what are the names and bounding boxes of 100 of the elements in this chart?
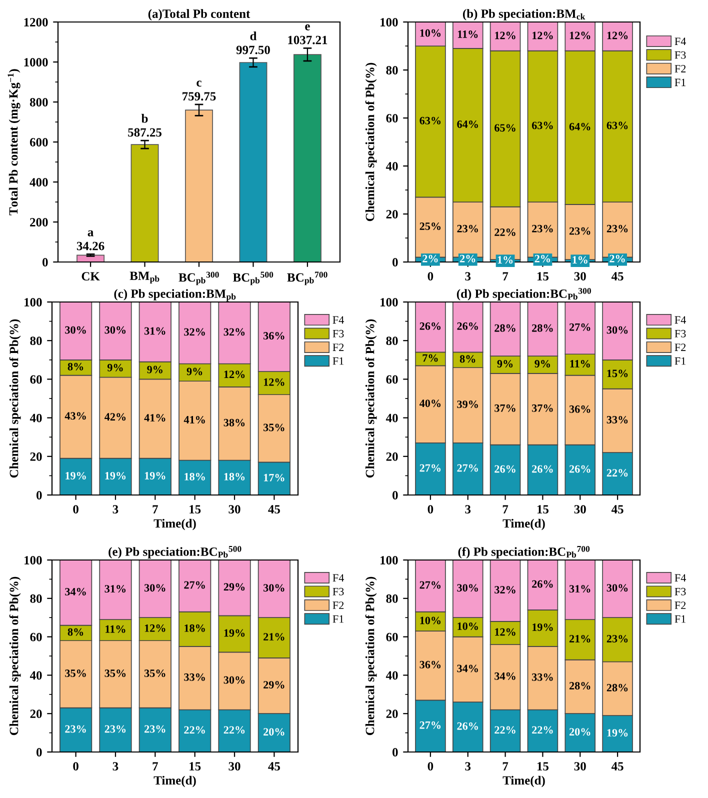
y-tick-label: 60 xyxy=(386,375,398,384)
x-tick-label: 0 xyxy=(73,505,78,514)
data-label: 64% xyxy=(569,122,590,130)
legend-label: F1 xyxy=(674,357,686,365)
data-label: 23% xyxy=(606,224,628,232)
x-tick-label: 7 xyxy=(502,505,508,514)
annotation: e xyxy=(305,24,310,30)
data-label: 22% xyxy=(494,726,516,734)
data-label: 31% xyxy=(569,585,590,593)
y-tick-label: 60 xyxy=(30,632,42,642)
data-label: 26% xyxy=(457,322,478,330)
chart-title: (f) Pb speciation:BC$_{Pb}$$^{700}$ xyxy=(458,546,590,558)
x-tick-label: 15 xyxy=(537,272,549,281)
y-tick-label: 20 xyxy=(30,452,42,461)
x-tick-label: 30 xyxy=(574,272,586,281)
data-label: 22% xyxy=(606,469,628,477)
data-label: 27% xyxy=(420,464,441,472)
legend-label: F2 xyxy=(674,344,686,351)
data-label: 35% xyxy=(264,424,284,432)
data-label: 18% xyxy=(224,472,245,480)
legend-label: F3 xyxy=(332,330,344,338)
legend-label: F2 xyxy=(332,344,344,351)
data-label: 65% xyxy=(494,124,516,132)
data-label: 30% xyxy=(65,326,86,334)
data-label: 10% xyxy=(420,616,441,624)
legend-label: F3 xyxy=(332,588,344,596)
legend-label: F4 xyxy=(674,574,686,582)
data-label: 29% xyxy=(224,583,245,591)
data-label: 37% xyxy=(532,404,553,412)
legend-label: F4 xyxy=(332,574,344,582)
x-tick-label: BC$_{pb}$$^{700}$ xyxy=(287,272,328,286)
data-label: 39% xyxy=(457,400,478,408)
data-label: 35% xyxy=(104,670,126,678)
data-label: 27% xyxy=(457,464,478,472)
legend-label: F1 xyxy=(332,357,344,365)
data-label: 34% xyxy=(494,672,516,680)
x-axis-title: Time(d) xyxy=(154,518,196,530)
data-label: 997.50 xyxy=(236,46,270,54)
y-tick-label: 100 xyxy=(380,298,398,306)
data-label: 8% xyxy=(68,362,84,370)
data-label: 21% xyxy=(264,633,284,641)
data-label: 35% xyxy=(144,670,166,678)
data-label: 15% xyxy=(607,370,628,378)
y-tick-label: 0 xyxy=(392,491,398,500)
x-tick-label: 15 xyxy=(537,762,549,771)
y-tick-label: 40 xyxy=(386,162,398,170)
data-label: 22% xyxy=(532,726,553,734)
x-tick-label: 45 xyxy=(268,505,280,514)
y-tick-label: 80 xyxy=(386,594,398,603)
data-label: 20% xyxy=(569,728,590,736)
y-tick-label: 40 xyxy=(30,671,42,680)
y-tick-label: 20 xyxy=(386,710,398,718)
data-label: 27% xyxy=(420,721,441,729)
y-tick-label: 60 xyxy=(30,375,42,384)
data-label: 22% xyxy=(494,228,516,236)
legend-label: F4 xyxy=(332,316,344,324)
data-label: 26% xyxy=(532,465,553,473)
data-label: 19% xyxy=(144,472,166,480)
y-tick-label: 20 xyxy=(30,710,42,718)
data-label: 26% xyxy=(569,465,590,473)
data-label: 26% xyxy=(494,465,516,473)
data-label: 30% xyxy=(224,676,245,684)
x-tick-label: 3 xyxy=(465,272,471,281)
data-label: 8% xyxy=(68,628,84,636)
chart-title: (e) Pb speciation:BC$_{Pb}$$^{500}$ xyxy=(108,546,242,558)
data-label: 38% xyxy=(224,418,245,426)
x-tick-label: 0 xyxy=(428,505,434,514)
y-axis-title: Chemical speciation of Pb(%) xyxy=(9,319,21,478)
annotation: c xyxy=(196,80,202,87)
data-label: 9% xyxy=(534,360,550,368)
data-label: 31% xyxy=(104,585,126,593)
y-axis-title: Total Pb content (mg·Kg$^{−1}$) xyxy=(8,69,20,216)
legend-label: F1 xyxy=(674,78,686,86)
y-tick-label: 100 xyxy=(380,18,398,26)
data-label: 34% xyxy=(65,588,86,596)
y-tick-label: 60 xyxy=(386,632,398,642)
x-tick-label: 0 xyxy=(428,272,434,281)
data-label: 12% xyxy=(264,378,284,386)
data-label: 19% xyxy=(607,729,628,737)
data-label: 42% xyxy=(104,413,126,421)
x-tick-label: 15 xyxy=(537,505,549,514)
x-axis-title: Time(d) xyxy=(154,776,196,788)
data-label: 10% xyxy=(420,29,441,37)
data-label: 21% xyxy=(569,634,590,642)
data-label: 36% xyxy=(264,332,284,340)
y-tick-label: 0 xyxy=(36,748,42,756)
x-tick-label: 3 xyxy=(465,505,471,514)
data-label: 7% xyxy=(422,354,438,362)
y-axis-title: Chemical speciation of Pb(%) xyxy=(9,576,21,736)
x-tick-label: 0 xyxy=(428,762,434,771)
legend-label: F3 xyxy=(674,51,686,59)
data-label: 26% xyxy=(457,722,478,730)
chart-title: (c) Pb speciation:BM$_{pb}$ xyxy=(114,289,236,302)
data-label: 23% xyxy=(144,725,166,733)
x-tick-label: BM$_{pb}$ xyxy=(130,272,160,284)
y-tick-label: 0 xyxy=(392,748,398,756)
y-tick-label: 1000 xyxy=(24,58,48,66)
x-tick-label: 3 xyxy=(465,762,471,771)
x-tick-label: 45 xyxy=(268,762,280,771)
data-label: 30% xyxy=(606,584,628,592)
